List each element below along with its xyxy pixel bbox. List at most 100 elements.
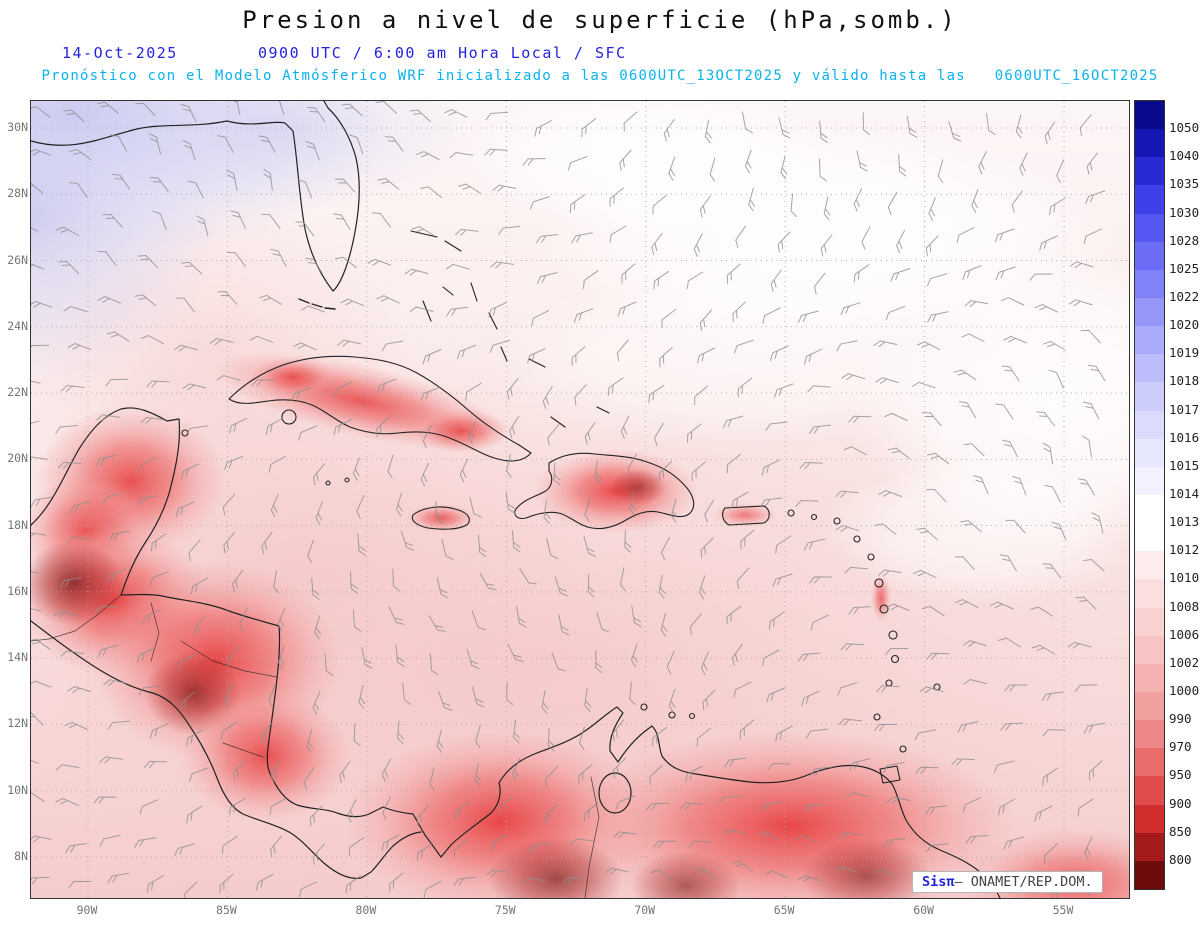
wind-barb (396, 492, 403, 517)
colorbar-cell (1135, 804, 1164, 833)
wind-barb (458, 183, 481, 194)
wind-barb (307, 539, 315, 564)
wind-barb (583, 270, 599, 289)
wind-barb (422, 349, 442, 365)
colorbar-tick-label: 1000 (1169, 683, 1200, 698)
wind-barb (1042, 767, 1059, 786)
wind-barb (814, 272, 826, 295)
wind-barb (856, 150, 868, 172)
wind-barb (144, 760, 168, 768)
wind-barb (1044, 484, 1061, 503)
wind-barb (61, 384, 85, 392)
wind-barb (382, 796, 391, 820)
wind-barb (179, 653, 197, 671)
wind-barb (615, 795, 635, 810)
wind-barb (775, 535, 792, 554)
wind-barb (702, 689, 716, 711)
colorbar-tick-label: 800 (1169, 851, 1192, 867)
colorbar-cell (1135, 157, 1164, 186)
wind-barb (103, 679, 127, 687)
wind-barb (428, 615, 446, 632)
colorbar-tick-label: 850 (1169, 823, 1192, 839)
wind-barb (921, 412, 942, 427)
wind-barb (337, 339, 362, 347)
wind-barb (1088, 760, 1103, 781)
island-puerto-rico (722, 505, 770, 526)
wind-barb (848, 606, 872, 615)
wind-barb (436, 577, 449, 599)
wind-barb (436, 729, 444, 753)
wind-barb (861, 226, 871, 250)
wind-barb (226, 251, 246, 267)
wind-barb (768, 611, 785, 630)
wind-barb (957, 721, 979, 733)
wind-barb (229, 417, 248, 434)
wind-barb (334, 381, 353, 398)
colorbar-tick-label: 1025 (1169, 260, 1200, 276)
wind-barb (961, 333, 985, 343)
colorbar-tick-label: 1020 (1169, 317, 1200, 333)
wind-barb (377, 378, 397, 394)
colorbar-cell (1135, 494, 1164, 524)
wind-barb (306, 729, 314, 754)
wind-barb (1087, 364, 1106, 382)
wind-barb (270, 493, 279, 518)
wind-barb (268, 683, 276, 708)
wind-barb (392, 568, 401, 592)
wind-barb (55, 764, 80, 771)
wind-barb (845, 792, 870, 798)
wind-barb (631, 605, 642, 628)
wind-barb (31, 344, 50, 353)
wind-barb (469, 496, 482, 518)
wind-barb (1000, 297, 1025, 306)
wind-barb (313, 463, 325, 486)
colorbar-cell (1135, 663, 1164, 692)
wind-barb (696, 727, 712, 747)
wind-barb (140, 416, 165, 424)
wind-barb (906, 116, 918, 138)
wind-barb (740, 529, 755, 550)
wind-barb (31, 532, 47, 540)
wind-barb (356, 495, 365, 519)
wind-barb (519, 567, 537, 585)
wind-barb (685, 765, 703, 783)
wind-barb (196, 215, 209, 237)
wind-barb (1034, 805, 1053, 822)
colorbar-tick-label: 1006 (1169, 626, 1200, 642)
colorbar-tick-label: 1030 (1169, 204, 1200, 220)
wind-barb (511, 529, 521, 553)
wind-barb (659, 346, 673, 368)
wind-barb (726, 605, 742, 625)
florida-keys (298, 298, 336, 310)
wind-barb (819, 158, 827, 182)
wind-barb (595, 650, 603, 674)
wind-barb (571, 232, 593, 244)
wind-barb (773, 383, 794, 398)
wind-barb (506, 453, 512, 478)
wind-barb (228, 101, 241, 115)
wind-barb (823, 196, 831, 221)
wind-barb (68, 880, 92, 888)
wind-barb (58, 260, 79, 274)
wind-barb (915, 766, 939, 774)
wind-barb (140, 335, 164, 345)
wind-barb (138, 685, 161, 696)
wind-barb (1030, 606, 1054, 617)
wind-barb (718, 795, 741, 805)
wind-barb (926, 843, 949, 853)
wind-barb (849, 758, 871, 771)
wind-barb (916, 527, 938, 541)
wind-barb (484, 148, 508, 156)
wind-barb (423, 881, 442, 898)
wind-barb (268, 455, 287, 473)
wind-barb (67, 686, 92, 693)
wind-barb (1081, 435, 1092, 458)
wind-barb (188, 539, 201, 562)
wind-barb (453, 876, 476, 886)
wind-barb (293, 342, 317, 351)
colorbar-cell (1135, 720, 1164, 749)
wind-barb (137, 647, 156, 663)
colorbar-tick-label: 1018 (1169, 373, 1200, 389)
wind-barb (887, 192, 898, 216)
wind-barb (453, 838, 469, 859)
